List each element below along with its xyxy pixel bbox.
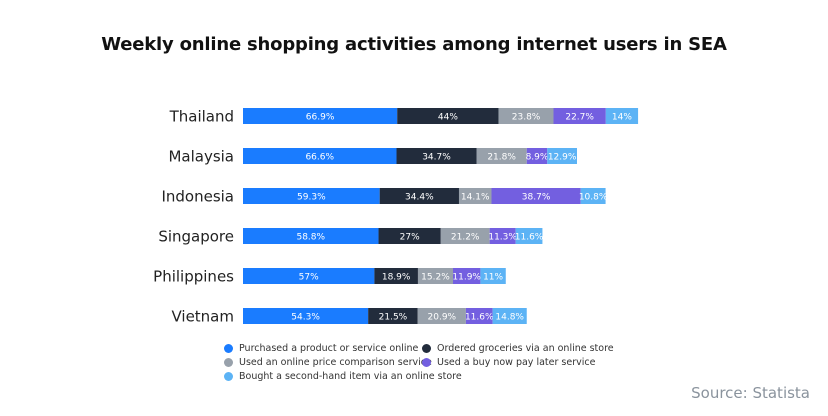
bar-segment bbox=[480, 268, 506, 284]
data-label: 34.4% bbox=[405, 193, 434, 203]
bar-segment bbox=[491, 188, 581, 204]
bar-segment bbox=[378, 228, 441, 244]
legend-item-purchased: Purchased a product or service online bbox=[224, 343, 418, 354]
category-label: Thailand bbox=[169, 108, 234, 126]
data-label: 57% bbox=[299, 273, 319, 283]
legend-dot-icon bbox=[224, 344, 233, 353]
data-label: 59.3% bbox=[297, 193, 326, 203]
category-label: Singapore bbox=[158, 228, 234, 246]
data-label: 20.9% bbox=[428, 313, 457, 323]
bar-segment bbox=[465, 308, 493, 324]
data-label: 21.5% bbox=[379, 313, 408, 323]
bar-segment bbox=[526, 148, 548, 164]
legend-label: Used an online price comparison service bbox=[239, 357, 432, 368]
bar-segment bbox=[243, 228, 379, 244]
data-label: 14.8% bbox=[495, 313, 524, 323]
legend-dot-icon bbox=[224, 372, 233, 381]
data-label: 27% bbox=[400, 233, 420, 243]
bar-segment bbox=[553, 108, 606, 124]
bar-segment bbox=[243, 268, 375, 284]
data-label: 12.9% bbox=[548, 153, 577, 163]
data-label: 15.2% bbox=[421, 273, 450, 283]
category-label: Malaysia bbox=[168, 148, 234, 166]
category-label: Philippines bbox=[153, 268, 234, 286]
legend-label: Purchased a product or service online bbox=[239, 343, 419, 354]
chart-title: Weekly online shopping activities among … bbox=[101, 34, 727, 55]
bar-segment bbox=[243, 308, 369, 324]
data-label: 23.8% bbox=[512, 113, 541, 123]
bar-segment bbox=[452, 268, 481, 284]
data-label: 58.8% bbox=[296, 233, 325, 243]
legend-item-groceries: Ordered groceries via an online store bbox=[422, 343, 614, 354]
bar-segment bbox=[396, 148, 477, 164]
data-label: 11% bbox=[483, 273, 503, 283]
data-label: 18.9% bbox=[382, 273, 411, 283]
source-label: Source: Statista bbox=[691, 384, 810, 402]
legend-label: Ordered groceries via an online store bbox=[437, 343, 614, 354]
data-label: 54.3% bbox=[291, 313, 320, 323]
bar-segment bbox=[605, 108, 639, 124]
bar-segment bbox=[547, 148, 577, 164]
category-label: Indonesia bbox=[161, 188, 234, 206]
bar-segment bbox=[243, 188, 380, 204]
legend-dot-icon bbox=[224, 358, 233, 367]
bar-segment bbox=[397, 108, 499, 124]
legend-dot-icon bbox=[422, 344, 431, 353]
category-label: Vietnam bbox=[171, 308, 234, 326]
legend-item-price-comparison: Used an online price comparison service bbox=[224, 357, 432, 368]
data-label: 66.9% bbox=[306, 113, 335, 123]
bar-segment bbox=[515, 228, 543, 244]
legend-item-bnpl: Used a buy now pay later service bbox=[422, 357, 595, 368]
data-label: 22.7% bbox=[565, 113, 594, 123]
data-label: 21.2% bbox=[451, 233, 480, 243]
data-label: 8.9% bbox=[526, 153, 549, 163]
data-label: 44% bbox=[438, 113, 458, 123]
data-label: 38.7% bbox=[522, 193, 551, 203]
bar-segment bbox=[458, 188, 492, 204]
bar-segment bbox=[374, 268, 418, 284]
bar-segment bbox=[580, 188, 606, 204]
bar-segment bbox=[417, 268, 453, 284]
bar-segment bbox=[476, 148, 527, 164]
bar-segment bbox=[489, 228, 516, 244]
bar-segment bbox=[440, 228, 490, 244]
data-label: 11.6% bbox=[465, 313, 494, 323]
bar-segment bbox=[243, 108, 398, 124]
bar-segment bbox=[243, 148, 397, 164]
bar-segment bbox=[368, 308, 418, 324]
legend-label: Used a buy now pay later service bbox=[437, 357, 596, 368]
legend-label: Bought a second-hand item via an online … bbox=[239, 371, 462, 382]
legend-dot-icon bbox=[422, 358, 431, 367]
data-label: 66.6% bbox=[305, 153, 334, 163]
bar-segment bbox=[492, 308, 527, 324]
data-label: 11.9% bbox=[452, 273, 481, 283]
data-label: 14% bbox=[612, 113, 632, 123]
data-label: 11.3% bbox=[488, 233, 517, 243]
bar-segment bbox=[498, 108, 554, 124]
data-label: 21.8% bbox=[487, 153, 516, 163]
data-label: 11.6% bbox=[515, 233, 544, 243]
data-label: 14.1% bbox=[461, 193, 490, 203]
bar-segment bbox=[379, 188, 459, 204]
legend-item-second-hand: Bought a second-hand item via an online … bbox=[224, 371, 462, 382]
data-label: 10.8% bbox=[579, 193, 608, 203]
bar-segment bbox=[417, 308, 466, 324]
data-label: 34.7% bbox=[422, 153, 451, 163]
